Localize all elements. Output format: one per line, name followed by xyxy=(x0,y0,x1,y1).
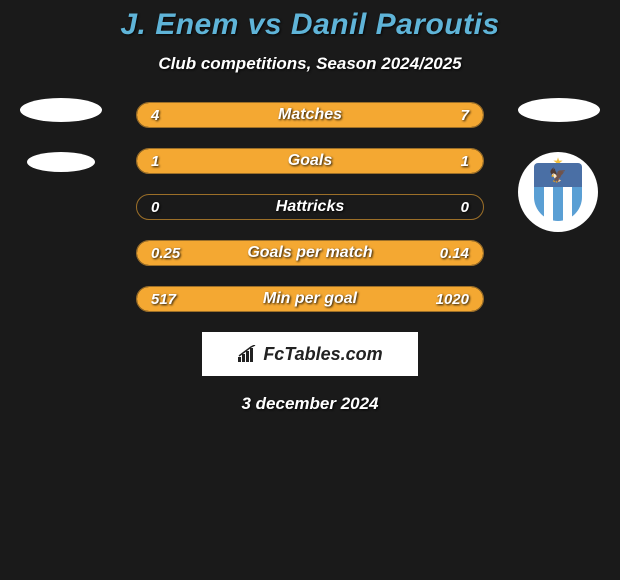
club-badge-icon: ★ 🦅 xyxy=(518,152,598,232)
stat-bars: 4 Matches 7 1 Goals 1 0 Hattricks 0 0.25 Goals per… xyxy=(136,102,484,312)
shield-icon: ★ 🦅 xyxy=(534,163,582,221)
stat-row: 4 Matches 7 xyxy=(136,102,484,128)
stat-left-value: 4 xyxy=(151,107,159,124)
stat-row: 517 Min per goal 1020 xyxy=(136,286,484,312)
page-title: J. Enem vs Danil Paroutis xyxy=(0,8,620,42)
stat-left-value: 517 xyxy=(151,291,176,308)
fctables-logo: FcTables.com xyxy=(202,332,418,376)
bar-left-fill xyxy=(137,149,310,173)
left-player-badges xyxy=(20,98,102,202)
stat-row: 0.25 Goals per match 0.14 xyxy=(136,240,484,266)
stat-right-value: 7 xyxy=(461,107,469,124)
page-subtitle: Club competitions, Season 2024/2025 xyxy=(0,54,620,74)
comparison-card: J. Enem vs Danil Paroutis Club competiti… xyxy=(0,0,620,414)
stat-label: Goals per match xyxy=(247,244,372,262)
stat-label: Hattricks xyxy=(276,198,344,216)
right-player-badges: ★ 🦅 xyxy=(518,98,600,232)
stat-right-value: 1 xyxy=(461,153,469,170)
bar-chart-icon xyxy=(237,345,259,363)
stat-label: Matches xyxy=(278,106,342,124)
stat-label: Min per goal xyxy=(263,290,357,308)
stat-label: Goals xyxy=(288,152,332,170)
club-placeholder-icon xyxy=(27,152,95,172)
bar-right-fill xyxy=(310,149,483,173)
logo-text: FcTables.com xyxy=(263,344,382,365)
stats-area: ★ 🦅 4 Matches 7 1 Goals 1 0 Hattricks 0 0.25 Goals… xyxy=(0,102,620,414)
player-placeholder-icon xyxy=(518,98,600,122)
player-placeholder-icon xyxy=(20,98,102,122)
stat-row: 0 Hattricks 0 xyxy=(136,194,484,220)
stat-right-value: 1020 xyxy=(436,291,469,308)
stat-right-value: 0 xyxy=(461,199,469,216)
stat-left-value: 0.25 xyxy=(151,245,180,262)
stat-right-value: 0.14 xyxy=(440,245,469,262)
stat-left-value: 1 xyxy=(151,153,159,170)
stat-left-value: 0 xyxy=(151,199,159,216)
stat-row: 1 Goals 1 xyxy=(136,148,484,174)
report-date: 3 december 2024 xyxy=(20,394,600,414)
